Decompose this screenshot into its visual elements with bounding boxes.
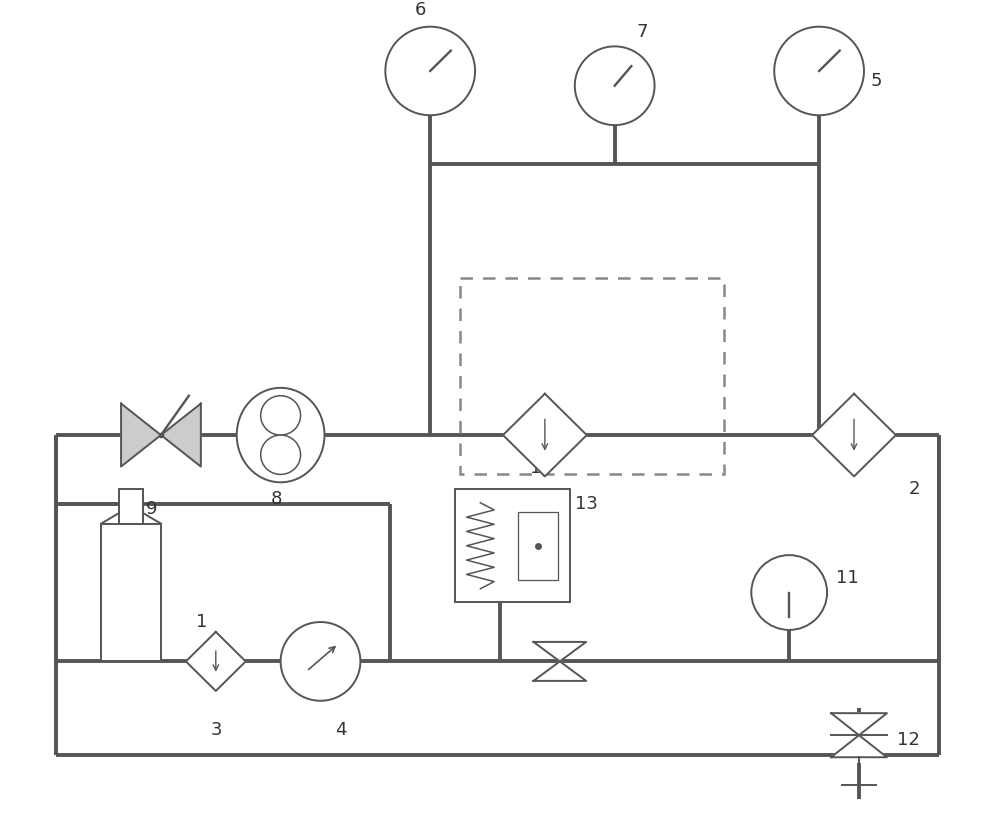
- Polygon shape: [503, 394, 587, 477]
- Bar: [101, 524, 161, 661]
- Polygon shape: [831, 735, 887, 757]
- Polygon shape: [831, 713, 887, 735]
- Circle shape: [281, 622, 360, 701]
- Text: 13: 13: [575, 495, 598, 513]
- Circle shape: [575, 47, 655, 125]
- Polygon shape: [534, 661, 586, 681]
- Text: 2: 2: [909, 480, 920, 498]
- Circle shape: [385, 27, 475, 115]
- Bar: [455, 489, 570, 602]
- Text: 9: 9: [146, 500, 157, 518]
- Text: 5: 5: [871, 72, 882, 90]
- Text: 12: 12: [897, 731, 920, 749]
- Polygon shape: [161, 403, 201, 467]
- Bar: [119, 489, 143, 524]
- Circle shape: [261, 435, 301, 474]
- Text: 8: 8: [271, 490, 282, 508]
- Text: 6: 6: [415, 1, 427, 19]
- Text: 11: 11: [836, 569, 859, 587]
- Circle shape: [261, 396, 301, 435]
- Text: 1: 1: [196, 613, 207, 631]
- Text: 7: 7: [637, 23, 648, 41]
- Polygon shape: [186, 632, 246, 691]
- Bar: [518, 512, 558, 579]
- Polygon shape: [534, 642, 586, 661]
- Bar: [460, 277, 724, 474]
- Text: 4: 4: [335, 721, 347, 739]
- Text: 10: 10: [530, 458, 553, 477]
- Ellipse shape: [237, 387, 324, 483]
- Circle shape: [774, 27, 864, 115]
- Polygon shape: [121, 403, 161, 467]
- Circle shape: [751, 555, 827, 630]
- Text: 3: 3: [211, 721, 222, 739]
- Polygon shape: [812, 394, 896, 477]
